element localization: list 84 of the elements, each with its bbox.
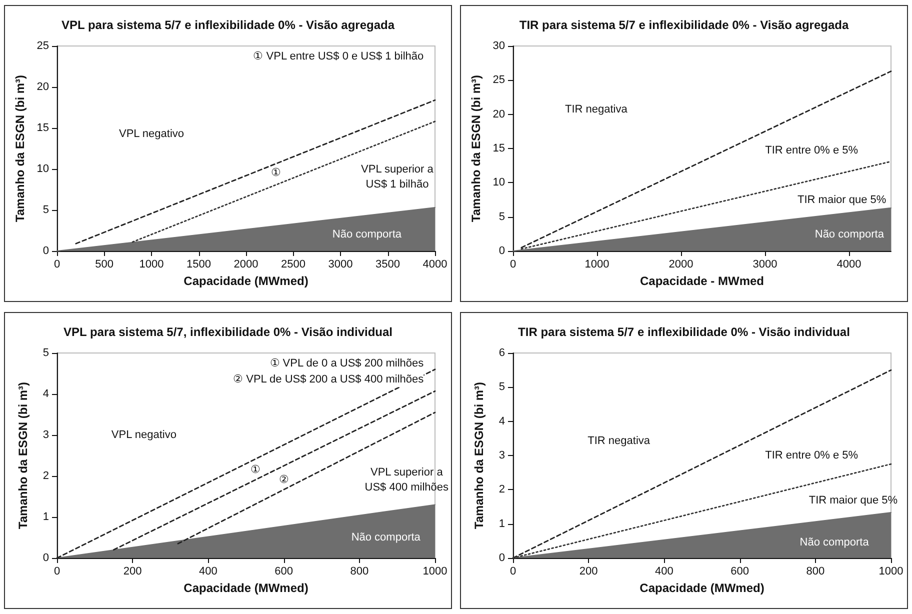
x-tick-label: 1000 xyxy=(139,258,164,270)
annotation: Não comporta xyxy=(800,536,870,549)
chart-title: TIR para sistema 5/7 e inflexibilidade 0% - Visão agregada xyxy=(519,18,849,32)
annotation: ① VPL de 0 a US$ 200 milhões xyxy=(270,357,424,370)
y-tick-label: 10 xyxy=(492,176,505,189)
y-tick-label: 0 xyxy=(498,552,505,564)
annotation: VPL superior a US$ 400 milhões xyxy=(364,466,450,494)
x-tick-label: 0 xyxy=(54,566,60,578)
chart-title: VPL para sistema 5/7, inflexibilidade 0% - Visão individual xyxy=(63,325,393,339)
x-tick-label: 2500 xyxy=(281,258,306,270)
x-tick-label: 200 xyxy=(123,566,142,578)
y-tick-label: 2 xyxy=(498,484,505,496)
x-axis-title: Capacidade (MWmed) xyxy=(640,581,764,595)
x-tick-label: 3000 xyxy=(752,258,778,270)
y-tick-label: 2 xyxy=(42,470,49,482)
y-tick-label: 20 xyxy=(492,108,505,120)
annotation: TIR entre 0% e 5% xyxy=(765,450,858,462)
x-tick-label: 600 xyxy=(730,566,749,578)
y-tick-label: 0 xyxy=(42,552,49,564)
x-tick-label: 500 xyxy=(95,258,114,270)
annotation: VPL superior a US$ 1 bilhão xyxy=(361,164,434,191)
y-tick-label: 5 xyxy=(42,204,49,216)
annotation: TIR negativa xyxy=(564,104,628,116)
x-tick-label: 600 xyxy=(274,566,293,578)
annotation: VPL negativo xyxy=(118,128,184,140)
annotation: ① xyxy=(250,464,260,476)
y-tick-label: 3 xyxy=(42,429,49,441)
y-axis-title: Tamanho da ESGN (bi m³) xyxy=(16,382,30,530)
annotation: ② xyxy=(278,474,289,486)
x-tick-label: 800 xyxy=(806,566,825,578)
y-axis-title: Tamanho da ESGN (bi m³) xyxy=(472,382,486,530)
annotation: Não comporta xyxy=(814,228,885,241)
x-tick-label: 1000 xyxy=(878,566,904,578)
annotation: ① VPL entre US$ 0 e US$ 1 bilhão xyxy=(253,50,424,62)
x-tick-label: 1000 xyxy=(584,258,610,270)
y-tick-label: 15 xyxy=(36,122,49,134)
annotation: ② VPL de US$ 200 a US$ 400 milhões xyxy=(233,374,424,386)
y-tick-label: 25 xyxy=(492,74,505,86)
y-tick-label: 5 xyxy=(498,210,505,223)
x-tick-label: 2000 xyxy=(668,258,694,270)
y-tick-label: 0 xyxy=(42,245,49,257)
x-tick-label: 4000 xyxy=(836,258,862,270)
y-tick-label: 20 xyxy=(36,81,49,93)
annotation: TIR maior que 5% xyxy=(798,194,886,206)
x-tick-label: 0 xyxy=(510,566,516,578)
y-tick-label: 3 xyxy=(498,450,505,462)
annotation: ① xyxy=(271,167,282,180)
x-tick-label: 200 xyxy=(579,566,598,578)
chart-title: TIR para sistema 5/7 e inflexibilidade 0% - Visão individual xyxy=(518,325,850,339)
y-tick-label: 15 xyxy=(492,142,505,154)
x-tick-label: 0 xyxy=(510,258,516,270)
x-tick-label: 400 xyxy=(199,566,218,578)
y-tick-label: 4 xyxy=(498,415,505,428)
annotation: TIR entre 0% e 5% xyxy=(765,144,858,157)
x-tick-label: 400 xyxy=(655,566,674,578)
x-tick-label: 3000 xyxy=(328,258,353,270)
annotation: Não comporta xyxy=(332,228,402,241)
chart-title: VPL para sistema 5/7 e inflexibilidade 0% - Visão agregada xyxy=(61,18,395,32)
annotation: TIR negativa xyxy=(588,435,651,448)
annotation: VPL negativo xyxy=(111,429,176,441)
y-tick-label: 25 xyxy=(36,40,49,52)
y-axis-title: Tamanho da ESGN (bi m³) xyxy=(468,74,483,222)
x-tick-label: 1000 xyxy=(422,566,448,578)
y-tick-label: 10 xyxy=(36,163,49,175)
y-axis-title: Tamanho da ESGN (bi m³) xyxy=(12,74,27,222)
x-tick-label: 800 xyxy=(350,566,369,578)
y-tick-label: 5 xyxy=(42,347,49,359)
y-tick-label: 4 xyxy=(42,388,49,400)
y-tick-label: 30 xyxy=(492,40,505,52)
x-tick-label: 2000 xyxy=(234,258,258,270)
annotation: TIR maior que 5% xyxy=(808,494,898,507)
x-axis-title: Capacidade (MWmed) xyxy=(184,581,308,595)
x-axis-title: Capacidade (MWmed) xyxy=(184,274,308,288)
y-tick-label: 1 xyxy=(498,518,505,530)
y-tick-label: 6 xyxy=(498,347,505,359)
x-axis-title: Capacidade - MWmed xyxy=(640,274,764,288)
x-tick-label: 4000 xyxy=(422,258,448,270)
y-tick-label: 5 xyxy=(498,381,505,394)
x-tick-label: 1500 xyxy=(186,258,211,270)
y-tick-label: 1 xyxy=(42,511,49,523)
x-tick-label: 0 xyxy=(54,258,60,270)
x-tick-label: 3500 xyxy=(376,258,400,270)
y-tick-label: 0 xyxy=(498,245,505,257)
annotation: Não comporta xyxy=(351,532,422,544)
